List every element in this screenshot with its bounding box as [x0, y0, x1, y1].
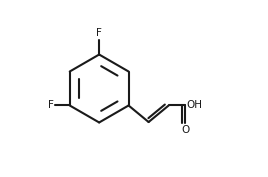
Text: OH: OH — [187, 101, 203, 110]
Text: F: F — [96, 28, 102, 38]
Text: O: O — [181, 125, 189, 135]
Text: F: F — [48, 101, 54, 110]
